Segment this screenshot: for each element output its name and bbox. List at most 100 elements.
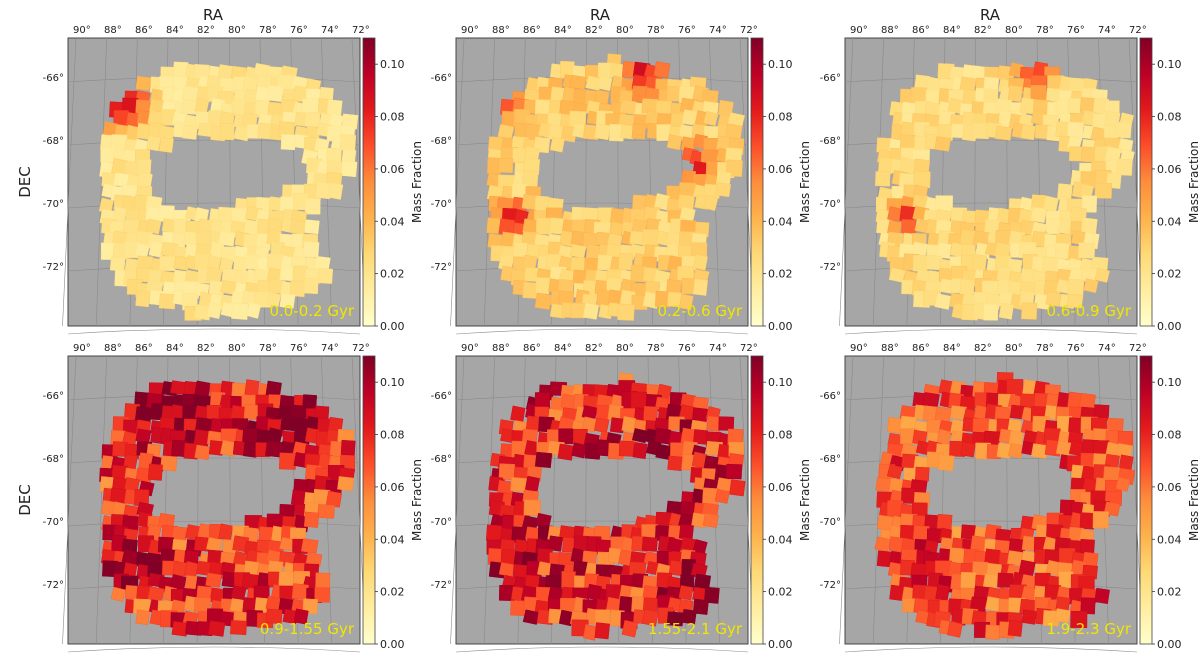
voronoi-cell	[1020, 124, 1036, 141]
dec-tick-label: -70°	[43, 517, 64, 528]
voronoi-cell	[972, 254, 987, 272]
voronoi-cell	[136, 158, 152, 175]
voronoi-cell	[326, 99, 343, 116]
voronoi-cell	[182, 124, 198, 140]
voronoi-cell	[135, 609, 151, 626]
dec-grid-line	[455, 328, 749, 335]
voronoi-cell	[340, 160, 358, 178]
voronoi-cell	[594, 123, 611, 141]
voronoi-cell	[703, 586, 720, 604]
voronoi-cell	[1054, 608, 1071, 624]
colorbar	[362, 355, 376, 645]
voronoi-cell	[718, 416, 735, 431]
voronoi-cell	[714, 488, 730, 504]
voronoi-cell	[886, 416, 903, 434]
ra-axis-title-col2: RA	[590, 6, 611, 24]
voronoi-cell	[510, 477, 528, 493]
voronoi-cell	[218, 523, 234, 541]
ra-tick-label: 84°	[554, 25, 572, 36]
voronoi-cell	[535, 217, 552, 235]
voronoi-cell	[289, 280, 306, 298]
voronoi-cell	[692, 598, 709, 615]
colorbar-tick-label: 0.06	[380, 163, 405, 176]
voronoi-cell	[619, 99, 637, 115]
colorbar-tick-label: 0.02	[380, 268, 405, 281]
voronoi-cell	[525, 415, 541, 433]
voronoi-cell	[900, 428, 917, 445]
voronoi-cell	[632, 442, 648, 460]
voronoi-cell	[337, 476, 355, 492]
colorbar-tick-label: 0.00	[380, 320, 405, 333]
ra-tick-label: 82°	[197, 343, 215, 354]
panel-4: 90° 88° 86° 84° 82° 80° 78° 76° 74° 72° -66° -68° -7…	[43, 343, 424, 653]
voronoi-cell	[317, 267, 334, 284]
voronoi-cell	[303, 277, 319, 295]
ra-grid-line	[839, 355, 854, 645]
dec-tick-label: -68°	[431, 454, 452, 465]
ra-tick-label: 78°	[1036, 25, 1054, 36]
voronoi-cell	[569, 243, 587, 259]
voronoi-cell	[1007, 84, 1023, 103]
voronoi-cell	[1079, 512, 1095, 530]
voronoi-cell	[304, 111, 321, 128]
voronoi-cell	[677, 194, 695, 211]
dec-tick-label: -72°	[431, 262, 452, 273]
voronoi-cell	[678, 524, 694, 540]
colorbar-tick-label: 0.10	[1157, 58, 1182, 71]
voronoi-cell	[581, 405, 598, 420]
ra-tick-label: 76°	[290, 25, 308, 36]
voronoi-cell	[302, 598, 318, 615]
ra-tick-label: 74°	[321, 25, 339, 36]
ra-tick-label: 86°	[912, 25, 930, 36]
voronoi-cell	[971, 122, 990, 140]
dec-tick-label: -66°	[820, 73, 841, 84]
voronoi-cell	[291, 583, 309, 601]
ra-tick-label: 86°	[523, 25, 541, 36]
dec-tick-label: -70°	[43, 199, 64, 210]
voronoi-cell	[960, 572, 977, 590]
age-bin-label: 0.0-0.2 Gyr	[269, 302, 354, 320]
voronoi-cell	[875, 171, 891, 187]
ra-tick-label: 84°	[166, 25, 184, 36]
voronoi-cell	[996, 442, 1012, 459]
voronoi-cell	[994, 125, 1013, 141]
ra-tick-label: 80°	[228, 25, 246, 36]
colorbar-tick-label: 0.00	[768, 320, 793, 333]
voronoi-cell	[1042, 610, 1060, 627]
voronoi-cell	[609, 123, 624, 142]
dec-grid-line	[67, 646, 361, 653]
voronoi-cell	[486, 157, 502, 175]
ra-tick-label: 86°	[912, 343, 930, 354]
voronoi-cell	[667, 455, 683, 471]
voronoi-cell	[1045, 291, 1062, 307]
voronoi-cell	[617, 303, 635, 321]
voronoi-cell	[135, 428, 152, 444]
voronoi-cell	[266, 85, 284, 103]
ra-tick-label: 72°	[352, 343, 370, 354]
ra-grid-line	[450, 355, 465, 645]
ra-tick-label: 74°	[709, 25, 727, 36]
voronoi-cell	[560, 125, 577, 143]
mass-fraction-cells	[98, 61, 359, 321]
colorbar-tick-label: 0.04	[1157, 533, 1182, 546]
voronoi-cell	[561, 571, 576, 589]
voronoi-cell	[631, 428, 649, 444]
ra-tick-label: 88°	[881, 25, 899, 36]
ra-tick-label: 76°	[1067, 343, 1085, 354]
voronoi-cell	[266, 291, 282, 307]
age-bin-label: 0.9-1.55 Gyr	[260, 620, 355, 638]
colorbar-tick-label: 0.02	[380, 586, 405, 599]
voronoi-cell	[255, 233, 272, 251]
voronoi-cell	[314, 255, 331, 271]
colorbar-tick-label: 0.06	[1157, 163, 1182, 176]
voronoi-cell	[631, 123, 647, 140]
ra-tick-label: 88°	[881, 343, 899, 354]
voronoi-cell	[702, 512, 719, 528]
dec-tick-label: -70°	[820, 517, 841, 528]
panel-3: 90° 88° 86° 84° 82° 80° 78° 76° 74° 72° -66° -68° -7…	[820, 25, 1200, 335]
voronoi-cell	[1018, 559, 1036, 577]
voronoi-cell	[146, 218, 162, 235]
ra-tick-label: 80°	[228, 343, 246, 354]
colorbar-label: Mass Fraction	[410, 141, 424, 223]
ra-tick-label: 82°	[974, 343, 992, 354]
